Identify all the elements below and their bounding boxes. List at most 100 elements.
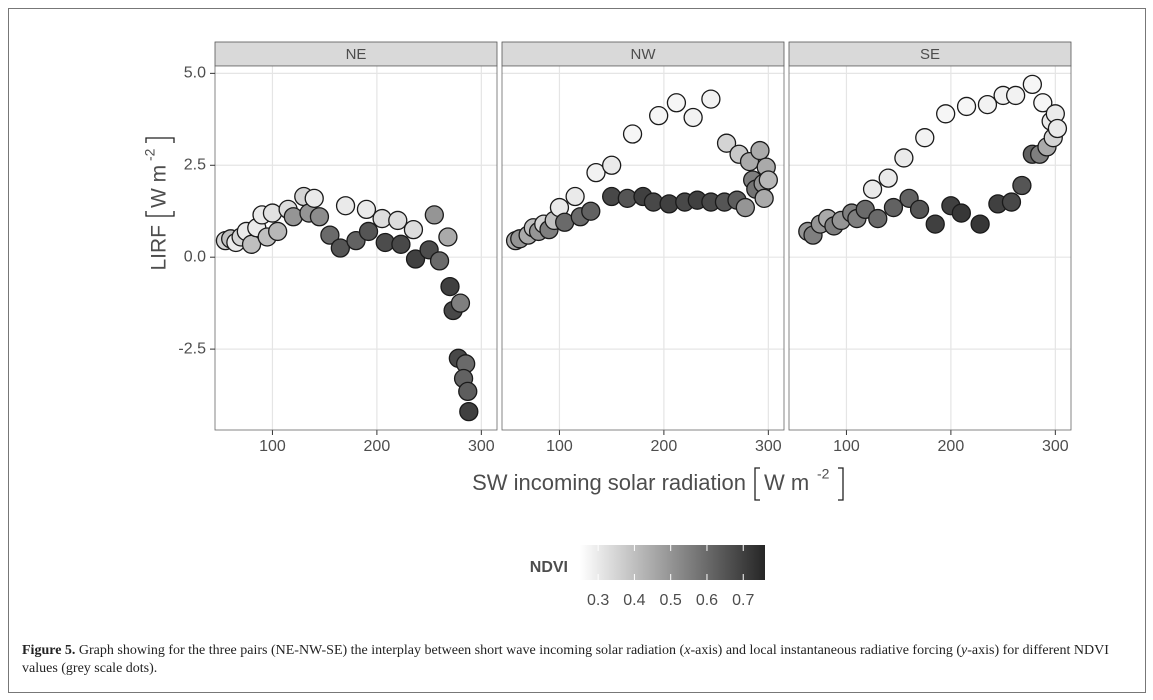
point	[388, 210, 408, 231]
point	[622, 124, 643, 144]
point	[320, 225, 340, 245]
strip-label: NE	[346, 46, 367, 63]
caption: Figure 5. Graph showing for the three pa…	[22, 642, 1132, 678]
point	[450, 293, 471, 313]
point	[915, 128, 935, 148]
caption-text: -axis) and local instantaneous radiative…	[690, 643, 962, 658]
caption-text: x	[684, 643, 691, 658]
y-tick-label: 5.0	[184, 65, 206, 82]
point	[883, 197, 904, 218]
y-axis-unit: W m	[148, 165, 171, 208]
x-tick-label: 200	[364, 438, 391, 455]
x-tick-label: 100	[259, 438, 286, 455]
point	[459, 401, 479, 422]
point	[602, 155, 622, 175]
panel-border	[214, 65, 498, 431]
point	[1047, 118, 1068, 139]
caption-text: Graph showing for the three pairs (NE-NW…	[78, 643, 685, 658]
point	[356, 199, 377, 220]
x-tick-label: 200	[651, 438, 678, 455]
point	[754, 188, 774, 209]
point	[909, 199, 930, 220]
point	[1022, 74, 1043, 95]
point	[429, 251, 450, 271]
colorbar	[580, 545, 765, 580]
bracket	[838, 467, 844, 501]
x-tick-label: 300	[468, 438, 495, 455]
point	[586, 162, 606, 183]
point	[666, 93, 687, 113]
colorbar-tick-label: 0.7	[732, 592, 754, 609]
point	[565, 186, 585, 207]
caption-text: -axis) for different NDVI values (grey s…	[22, 643, 1109, 676]
y-tick-label: 0.0	[184, 248, 206, 265]
point	[403, 219, 424, 240]
point	[391, 234, 411, 254]
point	[1012, 175, 1032, 196]
point	[862, 179, 883, 199]
point	[868, 208, 888, 229]
point	[758, 170, 778, 190]
bracket	[145, 211, 175, 217]
point	[894, 148, 914, 168]
x-axis-unit: W m	[764, 470, 809, 495]
point	[335, 196, 356, 216]
point	[458, 381, 478, 402]
point	[925, 214, 945, 234]
x-tick-label: 100	[546, 438, 573, 455]
panel-border	[788, 65, 1072, 431]
caption-label: Figure 5.	[22, 643, 76, 658]
panel-border	[501, 65, 785, 431]
point	[1001, 192, 1022, 212]
colorbar-tick-label: 0.6	[696, 592, 718, 609]
strip-label: SE	[920, 46, 940, 63]
x-tick-label: 200	[938, 438, 965, 455]
point	[405, 249, 426, 269]
point	[936, 104, 956, 124]
point	[424, 205, 444, 225]
point	[977, 94, 998, 115]
point	[283, 207, 303, 227]
colorbar-tick-label: 0.5	[660, 592, 682, 609]
point	[649, 105, 669, 126]
y-axis-label: LIRF	[148, 225, 171, 271]
x-tick-label: 100	[833, 438, 860, 455]
point	[970, 214, 990, 234]
strip	[501, 41, 785, 67]
point	[268, 221, 288, 242]
point	[750, 140, 770, 161]
point	[683, 107, 703, 128]
point	[304, 188, 324, 209]
chart: NE 100 200 300 NW 100 200 300 SE 100 200 300 5.0 2.5 0…	[142, 41, 1072, 609]
strip-label: NW	[631, 46, 657, 63]
panel-bg	[502, 66, 784, 430]
point	[309, 207, 330, 227]
colorbar-tick-label: 0.3	[587, 592, 609, 609]
x-tick-label: 300	[1042, 438, 1069, 455]
point	[262, 203, 283, 223]
point	[1033, 93, 1053, 113]
point	[358, 221, 379, 242]
point	[956, 96, 977, 117]
point	[878, 168, 898, 188]
point	[438, 227, 458, 247]
y-axis-title: LIRF W m -2	[142, 137, 175, 271]
point	[440, 276, 460, 297]
bracket	[145, 137, 175, 143]
point	[716, 133, 737, 153]
panel-bg	[789, 66, 1071, 430]
bracket	[754, 467, 760, 501]
point	[1005, 85, 1026, 106]
colorbar-tick-label: 0.4	[623, 592, 645, 609]
caption-text: y	[961, 643, 968, 658]
point	[951, 203, 971, 223]
x-axis-label: SW incoming solar radiation	[472, 470, 746, 495]
y-tick-label: -2.5	[178, 340, 206, 357]
point	[735, 197, 756, 218]
x-axis-exp: -2	[817, 466, 830, 482]
y-tick-label: 2.5	[184, 156, 206, 173]
x-tick-label: 300	[755, 438, 782, 455]
y-axis-exp: -2	[142, 148, 158, 161]
colorbar-title: NDVI	[530, 559, 568, 576]
